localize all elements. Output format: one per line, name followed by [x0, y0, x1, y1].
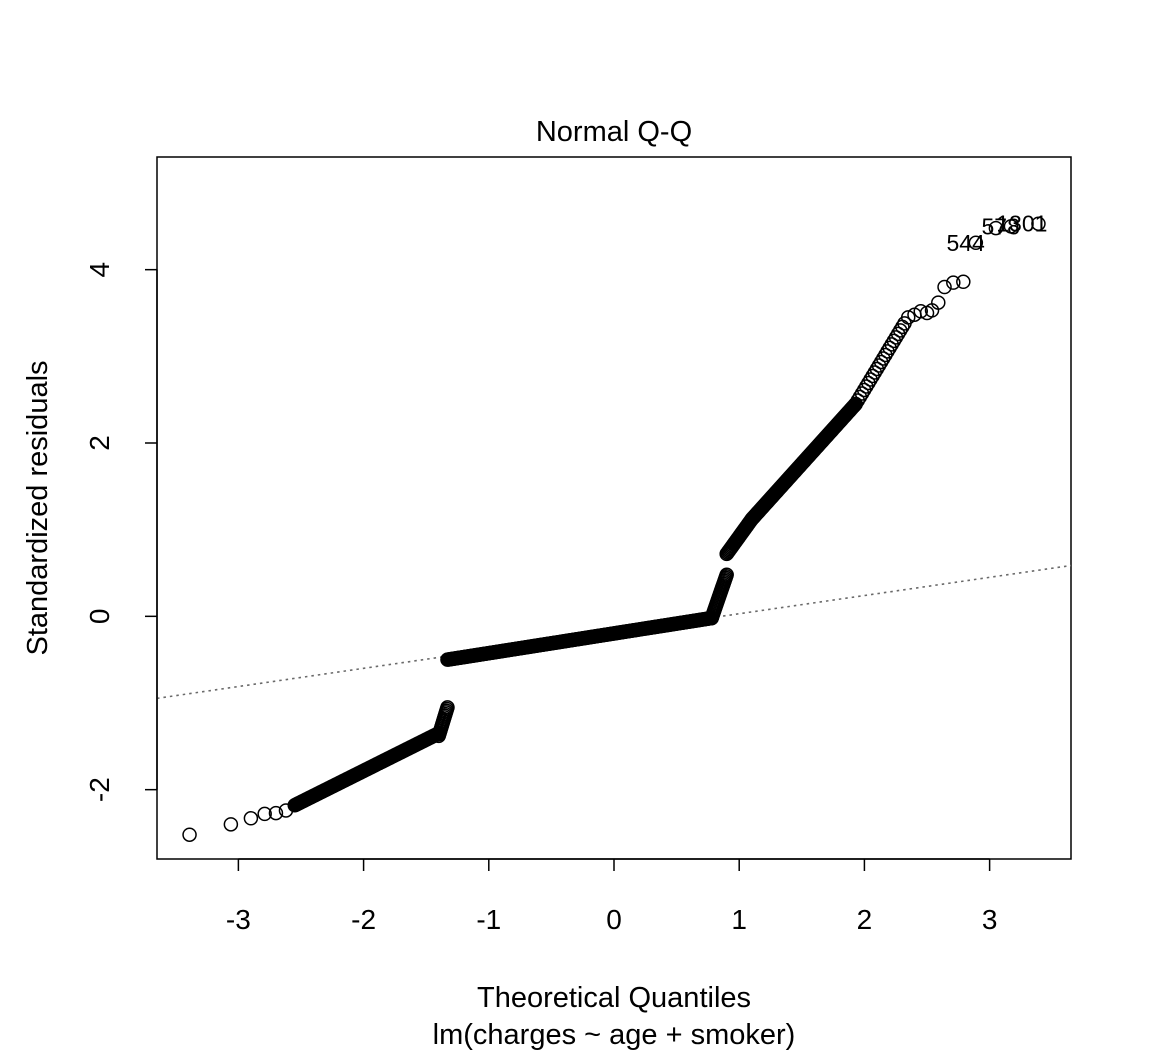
- data-point: [243, 811, 259, 826]
- data-point: [931, 295, 946, 310]
- x-tick-label: 1: [731, 904, 747, 935]
- point-id-label: 1301: [996, 211, 1047, 237]
- point-id-label: 578: [982, 213, 1020, 239]
- data-point: [852, 389, 868, 405]
- data-point: [892, 323, 908, 338]
- x-axis-title: Theoretical Quantiles: [477, 982, 751, 1014]
- data-point: [859, 379, 874, 394]
- x-tick-label: -1: [476, 904, 501, 935]
- x-tick-label: 2: [857, 904, 873, 935]
- data-point: [869, 361, 885, 377]
- data-point: [886, 333, 902, 349]
- data-point: [888, 330, 904, 345]
- y-tick-label: 0: [84, 609, 115, 625]
- x-axis: -3 -2 -1 0 1 2 3: [226, 858, 998, 935]
- data-point: [988, 220, 1004, 236]
- data-point: [897, 316, 912, 331]
- data-point: [895, 319, 910, 335]
- data-point: [223, 817, 239, 832]
- x-tick-label: 3: [982, 904, 998, 935]
- data-point: [719, 567, 734, 582]
- points-layer: [182, 216, 1046, 842]
- data-point: [861, 375, 876, 391]
- data-point: [867, 365, 883, 380]
- y-tick-label: -2: [84, 777, 115, 802]
- data-point: [854, 386, 870, 401]
- data-point: [878, 347, 893, 363]
- x-tick-label: -3: [226, 904, 251, 935]
- data-point: [856, 382, 872, 398]
- data-point: [968, 235, 984, 251]
- data-point: [880, 344, 895, 359]
- point-id-label: 544: [946, 230, 985, 256]
- data-point: [863, 372, 878, 387]
- data-point: [913, 304, 929, 319]
- data-point: [890, 326, 906, 342]
- data-point: [440, 700, 455, 715]
- plot-frame: [156, 156, 1072, 860]
- data-point: [848, 396, 863, 412]
- x-tick-label: 0: [606, 904, 622, 935]
- y-axis-title: Standardized residuals: [22, 360, 54, 655]
- data-point: [268, 805, 284, 821]
- data-point: [1031, 216, 1046, 231]
- data-point: [873, 354, 889, 370]
- data-point: [937, 279, 952, 295]
- data-point: [850, 393, 866, 408]
- data-point: [875, 351, 891, 366]
- data-point: [956, 274, 971, 290]
- data-point: [884, 337, 899, 352]
- data-point: [257, 806, 272, 822]
- chart-subtitle: lm(charges ~ age + smoker): [433, 1019, 796, 1051]
- chart-title: Normal Q-Q: [536, 116, 692, 148]
- data-point: [871, 358, 887, 373]
- data-point: [865, 368, 880, 384]
- data-point: [182, 827, 197, 842]
- data-point: [882, 340, 897, 356]
- y-tick-label: 2: [84, 435, 115, 451]
- data-point: [946, 275, 961, 290]
- data-point: [1003, 219, 1019, 234]
- y-tick-label: 4: [84, 262, 115, 278]
- y-axis: -2 0 2 4: [84, 262, 158, 802]
- x-tick-label: -2: [351, 904, 376, 935]
